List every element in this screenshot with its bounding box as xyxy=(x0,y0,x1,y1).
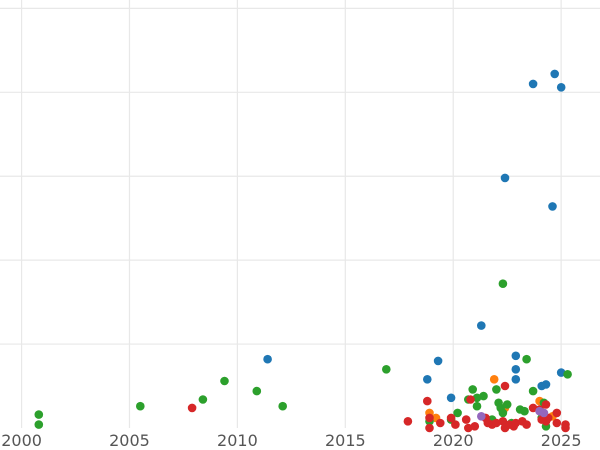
data-point xyxy=(498,279,508,289)
data-point xyxy=(252,386,262,396)
data-point xyxy=(500,381,510,391)
data-point xyxy=(470,422,480,431)
data-point xyxy=(511,365,521,374)
data-point xyxy=(403,417,413,426)
data-point xyxy=(541,417,551,426)
data-point xyxy=(468,385,478,394)
x-tick-label: 2010 xyxy=(217,431,258,450)
x-tick-label: 2020 xyxy=(433,431,474,450)
data-point xyxy=(461,415,471,424)
data-point xyxy=(502,400,512,409)
x-tick-label: 2000 xyxy=(1,431,42,450)
data-point xyxy=(511,418,521,428)
data-point xyxy=(436,418,445,428)
data-point xyxy=(423,396,432,406)
x-tick-label: 2015 xyxy=(325,431,366,450)
data-point xyxy=(528,79,538,89)
data-point xyxy=(528,386,538,396)
data-point xyxy=(563,370,572,379)
data-point xyxy=(446,413,456,423)
data-point xyxy=(498,417,508,426)
data-point xyxy=(382,365,391,374)
data-point xyxy=(552,408,562,418)
data-point xyxy=(278,401,288,411)
data-point xyxy=(541,380,551,389)
data-point xyxy=(446,393,456,403)
data-point xyxy=(464,423,473,433)
data-point xyxy=(136,401,145,411)
data-point xyxy=(453,408,462,418)
data-point xyxy=(522,354,531,364)
data-point xyxy=(550,69,559,79)
data-point xyxy=(492,418,501,428)
data-point xyxy=(479,391,488,401)
data-point xyxy=(511,351,521,361)
data-point xyxy=(552,418,562,428)
data-point xyxy=(483,418,493,428)
grid-lines xyxy=(0,0,600,428)
data-point xyxy=(423,375,432,384)
data-point xyxy=(548,202,557,211)
data-point xyxy=(34,420,44,429)
x-tick-label: 2005 xyxy=(109,431,150,450)
data-point xyxy=(220,376,229,386)
data-point xyxy=(451,420,460,429)
data-point xyxy=(187,403,197,413)
x-tick-label: 2025 xyxy=(541,431,582,450)
data-point xyxy=(489,375,499,384)
data-point xyxy=(263,354,272,364)
data-point xyxy=(198,395,208,404)
data-point xyxy=(561,423,570,433)
data-point xyxy=(556,83,566,92)
data-point xyxy=(433,356,443,366)
data-point xyxy=(522,420,531,429)
data-point xyxy=(425,413,434,423)
data-point xyxy=(520,406,529,416)
data-point xyxy=(472,393,482,403)
data-point xyxy=(539,408,549,418)
data-point xyxy=(472,401,482,411)
data-point xyxy=(492,385,501,394)
x-axis-tick-labels: 2000 2005 2010 2015 2020 2025 xyxy=(1,431,581,450)
data-point xyxy=(477,321,486,330)
data-point xyxy=(477,412,486,421)
data-point xyxy=(528,403,538,413)
data-point xyxy=(511,375,521,384)
data-point xyxy=(425,423,434,433)
data-point xyxy=(541,400,551,409)
data-point xyxy=(500,173,510,183)
data-point xyxy=(466,395,475,404)
data-point xyxy=(498,408,508,418)
data-point xyxy=(34,410,44,419)
data-points xyxy=(34,69,572,433)
